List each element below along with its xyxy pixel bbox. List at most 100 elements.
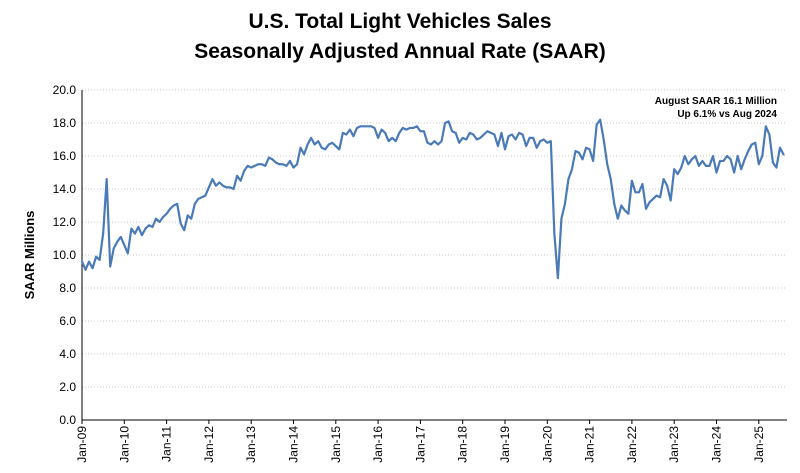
data-point <box>557 277 559 279</box>
x-tick-label: Jan-11 <box>160 426 174 462</box>
data-point <box>493 133 495 135</box>
data-point <box>610 178 612 180</box>
data-point <box>571 168 573 170</box>
data-point <box>574 150 576 152</box>
chart-title-line-1: U.S. Total Light Vehicles Sales <box>248 10 551 33</box>
data-point <box>134 232 136 234</box>
data-point <box>162 216 164 218</box>
data-point <box>405 128 407 130</box>
data-point <box>398 132 400 134</box>
data-point <box>694 155 696 157</box>
data-point <box>712 155 714 157</box>
data-point <box>187 214 189 216</box>
data-point <box>250 166 252 168</box>
data-point <box>229 186 231 188</box>
data-point <box>109 265 111 267</box>
x-tick-label: Jan-24 <box>710 426 724 463</box>
data-point <box>423 130 425 132</box>
data-point <box>310 137 312 139</box>
data-point <box>715 171 717 173</box>
chart-title-line-2: Seasonally Adjusted Annual Rate (SAAR) <box>194 40 606 63</box>
data-point <box>141 234 143 236</box>
x-tick-label: Jan-22 <box>625 426 639 463</box>
data-point <box>585 147 587 149</box>
data-point <box>722 160 724 162</box>
data-point <box>603 138 605 140</box>
y-tick-label: 16.0 <box>53 149 77 163</box>
data-point <box>645 208 647 210</box>
data-point <box>246 165 248 167</box>
data-point <box>476 138 478 140</box>
data-point <box>433 140 435 142</box>
data-point <box>641 183 643 185</box>
data-point <box>691 158 693 160</box>
data-point <box>317 140 319 142</box>
data-point <box>338 148 340 150</box>
data-point <box>352 135 354 137</box>
data-point <box>243 170 245 172</box>
data-point <box>507 135 509 137</box>
data-point <box>518 132 520 134</box>
data-point <box>158 221 160 223</box>
data-point <box>204 194 206 196</box>
data-point <box>84 269 86 271</box>
data-point <box>261 163 263 165</box>
data-point <box>91 267 93 269</box>
data-point <box>751 143 753 145</box>
data-point <box>359 125 361 127</box>
data-point <box>744 158 746 160</box>
data-point <box>299 147 301 149</box>
data-point <box>550 140 552 142</box>
data-point <box>726 155 728 157</box>
y-tick-label: 18.0 <box>53 116 77 130</box>
data-point <box>747 150 749 152</box>
x-tick-label: Jan-18 <box>456 426 470 463</box>
data-point <box>617 218 619 220</box>
data-point <box>324 148 326 150</box>
data-point <box>680 166 682 168</box>
x-tick-label: Jan-23 <box>667 426 681 463</box>
x-tick-label: Jan-21 <box>583 426 597 463</box>
data-point <box>236 175 238 177</box>
y-tick-label: 6.0 <box>59 314 76 328</box>
data-point <box>180 222 182 224</box>
data-point <box>387 140 389 142</box>
data-point <box>655 194 657 196</box>
y-tick-label: 10.0 <box>53 248 77 262</box>
data-point <box>370 125 372 127</box>
data-point <box>521 133 523 135</box>
data-point <box>342 132 344 134</box>
data-point <box>331 142 333 144</box>
data-point <box>137 226 139 228</box>
data-point <box>701 160 703 162</box>
x-tick-label: Jan-20 <box>540 426 554 463</box>
data-point <box>120 236 122 238</box>
data-point <box>469 132 471 134</box>
data-point <box>758 163 760 165</box>
data-point <box>490 132 492 134</box>
data-point <box>306 143 308 145</box>
data-point <box>440 140 442 142</box>
x-tick-labels: Jan-09 Jan-10 Jan-11 Jan-12 Jan-13 Jan-14 Jan-… <box>75 420 766 463</box>
data-point <box>275 161 277 163</box>
data-point <box>437 143 439 145</box>
data-point <box>733 171 735 173</box>
data-point <box>289 160 291 162</box>
data-point <box>363 125 365 127</box>
y-tick-label: 4.0 <box>59 347 76 361</box>
data-point <box>765 125 767 127</box>
gridlines <box>82 89 787 388</box>
data-point <box>222 185 224 187</box>
x-tick-label: Jan-25 <box>752 426 766 463</box>
data-point <box>782 153 784 155</box>
data-point <box>486 130 488 132</box>
data-point <box>500 132 502 134</box>
data-point <box>624 209 626 211</box>
data-point <box>144 227 146 229</box>
data-point <box>772 161 774 163</box>
data-point <box>282 163 284 165</box>
data-point <box>504 148 506 150</box>
data-point <box>278 163 280 165</box>
data-point <box>391 137 393 139</box>
data-point <box>81 260 83 262</box>
